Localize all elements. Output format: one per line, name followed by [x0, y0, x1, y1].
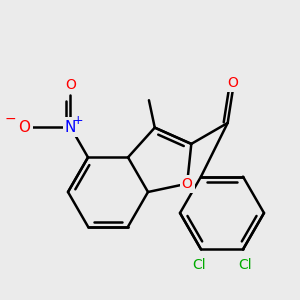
Text: O: O — [19, 119, 31, 134]
Text: O: O — [65, 78, 76, 92]
Text: Cl: Cl — [192, 258, 206, 272]
Text: −: − — [5, 112, 16, 126]
Text: O: O — [182, 177, 193, 191]
Text: +: + — [72, 113, 83, 127]
Text: N: N — [65, 119, 76, 134]
Text: Cl: Cl — [238, 258, 252, 272]
Text: O: O — [227, 76, 238, 90]
